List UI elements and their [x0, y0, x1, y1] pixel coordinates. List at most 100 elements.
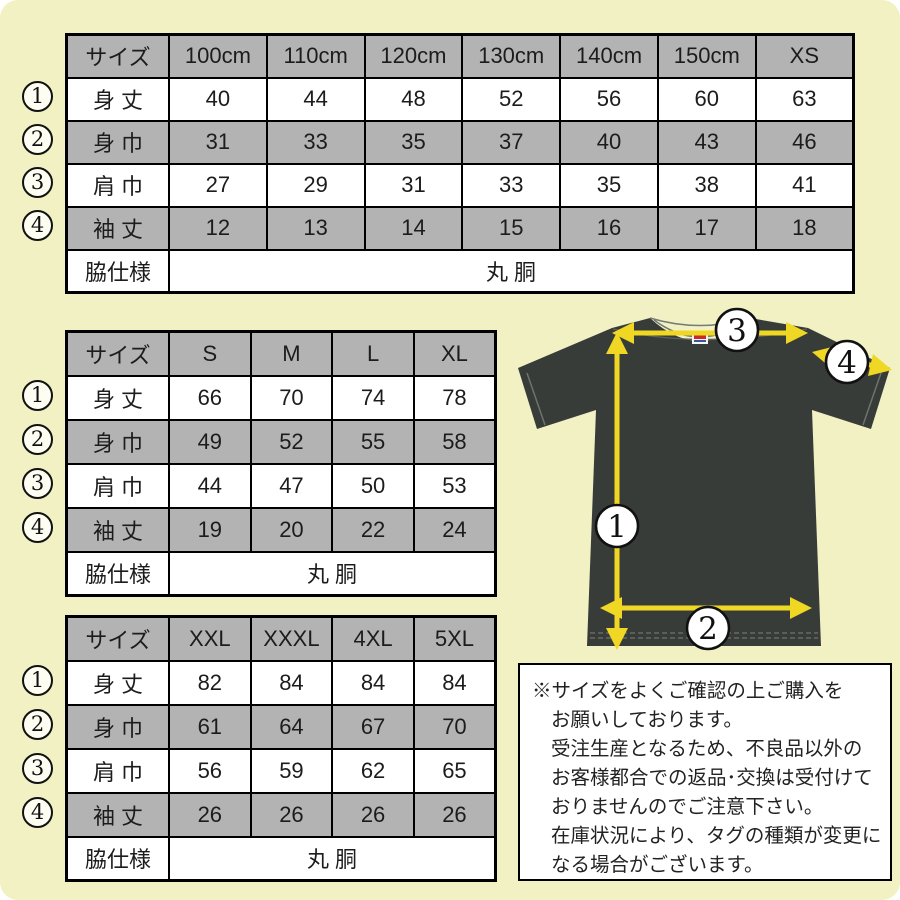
measurement-value: 70: [412, 703, 497, 750]
size-column-header: XS: [754, 33, 855, 79]
svg-text:3: 3: [727, 313, 747, 349]
row-label: 身 丈: [65, 374, 170, 421]
measurement-value: 38: [656, 162, 757, 208]
svg-text:4: 4: [837, 345, 857, 381]
measurement-value: 52: [249, 418, 334, 465]
measurement-value: 15: [461, 205, 562, 251]
right-sleeve-stitch: [862, 372, 882, 426]
marker-3: 3: [22, 753, 53, 784]
size-column-header: 120cm: [363, 33, 464, 79]
note-line: 在庫状況により、タグの種類が変更に: [551, 825, 882, 847]
row-label: 袖 丈: [65, 205, 170, 251]
marker-3: 3: [22, 167, 53, 198]
size-column-header: S: [168, 330, 252, 377]
measurement-value: 33: [265, 119, 366, 165]
size-corner-header: サイズ: [65, 615, 170, 662]
measurement-value: 67: [331, 703, 415, 750]
size-header-row: サイズ XXL XXXL 4XL 5XL: [65, 615, 497, 662]
figure-marker-1: 1: [594, 503, 640, 549]
marker-1: 1: [22, 380, 53, 411]
measurement-value: 62: [331, 747, 415, 794]
row-label: 肩 巾: [65, 162, 170, 208]
row-label: 肩 巾: [65, 462, 170, 509]
measurement-row: 身 巾 31 33 35 37 40 43 46: [65, 119, 855, 165]
size-column-header: L: [331, 330, 415, 377]
row-label: 袖 丈: [65, 506, 170, 553]
size-corner-header: サイズ: [65, 33, 170, 79]
side-spec-row: 脇仕様丸 胴: [65, 550, 497, 597]
measurement-value: 53: [412, 462, 497, 509]
measurement-value: 64: [249, 703, 334, 750]
figure-marker-4: 4: [824, 339, 870, 385]
note-line: ※サイズをよくご確認の上ご購入を: [532, 680, 844, 702]
size-column-header: XL: [412, 330, 497, 377]
measurement-row: 身 巾 61 64 67 70: [65, 703, 497, 750]
measurement-value: 40: [559, 119, 659, 165]
note-line: 受注生産となるため、不良品以外の: [551, 738, 863, 760]
measurement-value: 74: [331, 374, 415, 421]
measurement-value: 60: [656, 76, 757, 122]
marker-4: 4: [22, 512, 53, 543]
measurement-value: 24: [412, 506, 497, 553]
measurement-value: 78: [412, 374, 497, 421]
measurement-value: 13: [265, 205, 366, 251]
measurement-value: 37: [461, 119, 562, 165]
size-column-header: M: [249, 330, 334, 377]
figure-marker-3: 3: [714, 307, 760, 353]
measurement-value: 48: [363, 76, 464, 122]
measurement-value: 35: [363, 119, 464, 165]
row-label: 袖 丈: [65, 791, 170, 838]
measurement-row: 袖 丈 12 13 14 15 16 17 18: [65, 205, 855, 251]
measurement-row: 身 丈 40 44 48 52 56 60 63: [65, 76, 855, 122]
measurement-value: 31: [363, 162, 464, 208]
measurement-value: 50: [331, 462, 415, 509]
measurement-value: 26: [412, 791, 497, 838]
measurement-value: 63: [754, 76, 855, 122]
side-spec-row: 脇仕様丸 胴: [65, 835, 497, 882]
measurement-value: 46: [754, 119, 855, 165]
adult-size-table: サイズ S M L XL 身 丈 66 70 74 78 身 巾 49 52 55 58 肩 巾 44 47 50 5…: [65, 330, 497, 597]
size-column-header: 150cm: [656, 33, 757, 79]
size-corner-header: サイズ: [65, 330, 170, 377]
row-label: 脇仕様: [65, 835, 170, 882]
size-column-header: 140cm: [559, 33, 659, 79]
measurement-value: 14: [363, 205, 464, 251]
measurement-value: 84: [412, 659, 497, 706]
size-column-header: XXL: [168, 615, 252, 662]
row-label: 身 丈: [65, 659, 170, 706]
measurement-value: 12: [168, 205, 268, 251]
measurement-value: 20: [249, 506, 334, 553]
big-size-table: サイズ XXL XXXL 4XL 5XL 身 丈 82 84 84 84 身 巾 61 64 67 70 肩 …: [65, 615, 497, 882]
measurement-value: 19: [168, 506, 252, 553]
size-header-row: サイズ 100cm 110cm 120cm 130cm 140cm 150cm XS: [65, 33, 855, 79]
svg-text:2: 2: [698, 611, 718, 647]
measurement-value: 16: [559, 205, 659, 251]
measurement-value: 41: [754, 162, 855, 208]
measurement-value: 56: [559, 76, 659, 122]
size-column-header: 100cm: [168, 33, 268, 79]
note-line: お客様都合での返品･交換は受付けて: [551, 767, 873, 789]
size-column-header: 4XL: [331, 615, 415, 662]
measurement-value: 56: [168, 747, 252, 794]
row-label: 身 巾: [65, 703, 170, 750]
measurement-value: 26: [168, 791, 252, 838]
tshirt-measurement-diagram: 3 4 1 2: [518, 307, 892, 651]
left-sleeve-stitch: [526, 372, 546, 426]
measurement-value: 35: [559, 162, 659, 208]
measurement-value: 43: [656, 119, 757, 165]
measurement-value: 49: [168, 418, 252, 465]
row-label: 脇仕様: [65, 550, 170, 597]
measurement-row: 袖 丈 26 26 26 26: [65, 791, 497, 838]
kids-size-table: サイズ 100cm 110cm 120cm 130cm 140cm 150cm XS 身 丈 40…: [65, 33, 855, 294]
measurement-arrow-body-length: [606, 332, 628, 650]
marker-1: 1: [22, 81, 53, 112]
measurement-value: 22: [331, 506, 415, 553]
measurement-row: 肩 巾 44 47 50 53: [65, 462, 497, 509]
side-spec-value: 丸 胴: [168, 835, 497, 882]
size-column-header: XXXL: [249, 615, 334, 662]
measurement-value: 26: [249, 791, 334, 838]
side-spec-row: 脇仕様丸 胴: [65, 248, 855, 294]
measurement-value: 44: [265, 76, 366, 122]
measurement-value: 82: [168, 659, 252, 706]
measurement-value: 58: [412, 418, 497, 465]
